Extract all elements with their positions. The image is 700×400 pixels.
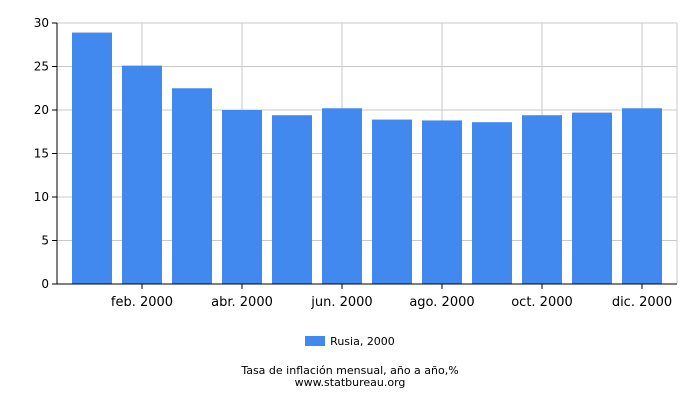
- bar: [72, 32, 112, 284]
- x-tick-label: oct. 2000: [511, 295, 573, 310]
- x-tick-label: abr. 2000: [211, 295, 273, 310]
- x-tick-label: jun. 2000: [310, 295, 372, 310]
- x-tick-label: ago. 2000: [409, 295, 474, 310]
- y-tick-label: 15: [34, 147, 49, 161]
- x-tick-label: feb. 2000: [111, 295, 173, 310]
- chart-title: Tasa de inflación mensual, año a año,%: [241, 364, 459, 377]
- bar: [172, 88, 212, 284]
- source-link[interactable]: www.statbureau.org: [294, 376, 406, 389]
- bar: [122, 65, 162, 284]
- y-tick-label: 10: [34, 190, 49, 204]
- axes: 0 5 10 15 20 25 30 feb. 2000 abr. 2000 jun. 2000 a…: [34, 16, 677, 310]
- bar: [222, 110, 262, 284]
- bar-chart: 0 5 10 15 20 25 30 feb. 2000 abr. 2000 jun. 2000 a…: [34, 16, 678, 310]
- bar: [622, 108, 662, 284]
- bar: [422, 120, 462, 284]
- x-tick-label: dic. 2000: [612, 295, 672, 310]
- bar: [322, 108, 362, 284]
- y-tick-label: 30: [34, 16, 49, 30]
- y-tick-label: 5: [41, 234, 49, 248]
- bar: [572, 112, 612, 284]
- bar: [472, 122, 512, 285]
- legend: Rusia, 2000: [0, 333, 700, 349]
- bars: [72, 32, 662, 285]
- legend-swatch: [305, 336, 326, 346]
- bar: [272, 115, 312, 284]
- bar: [522, 115, 562, 284]
- bar: [372, 119, 412, 284]
- y-tick-label: 25: [34, 60, 49, 74]
- y-tick-label: 0: [41, 277, 49, 291]
- y-tick-label: 20: [34, 103, 49, 117]
- legend-label: Rusia, 2000: [330, 334, 395, 348]
